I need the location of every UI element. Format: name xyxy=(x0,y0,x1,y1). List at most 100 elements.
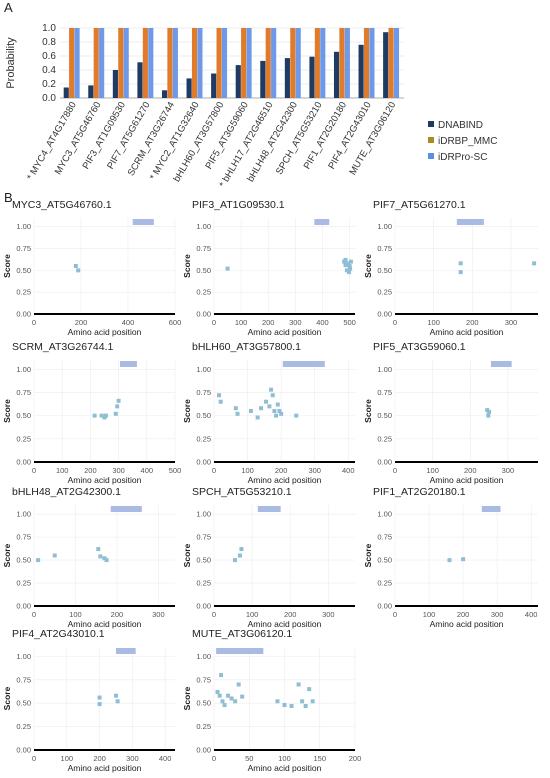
score-point xyxy=(215,689,220,694)
y-tick-label: 1.00 xyxy=(16,365,31,374)
legend-swatch xyxy=(428,137,434,143)
score-point xyxy=(269,387,274,392)
score-plot: PIF1_AT2G20180.1 0 100 200 300 400 0.00 0.25 0.5… xyxy=(363,486,538,629)
legend-swatch xyxy=(428,153,434,159)
bar xyxy=(63,87,69,98)
score-point xyxy=(97,695,102,700)
bar xyxy=(172,28,178,98)
score-point xyxy=(277,409,282,413)
score-point xyxy=(487,409,492,414)
y-tick-label: 0.75 xyxy=(196,533,211,542)
bar xyxy=(142,28,148,98)
y-tick-label: 0.50 xyxy=(16,266,31,275)
score-plot: bHLH48_AT2G42300.1 0 100 200 300 0.00 0.25 0.50… xyxy=(2,486,175,629)
x-tick-label: 300 xyxy=(505,318,518,327)
bhlh-domain-bar xyxy=(110,506,142,512)
x-tick-label: 150 xyxy=(313,754,326,763)
y-axis-title: Score xyxy=(2,399,12,423)
x-tick-label: 100 xyxy=(246,610,259,619)
bar xyxy=(246,28,252,98)
x-axis-title: Amino acid position xyxy=(430,327,504,337)
score-point xyxy=(225,266,230,271)
plot-title: PIF3_AT1G09530.1 xyxy=(192,199,285,211)
y-tick-label: 0.75 xyxy=(196,388,211,397)
score-point xyxy=(259,406,263,411)
x-tick-label: 100 xyxy=(427,318,440,327)
y-tick-label: 1.00 xyxy=(377,222,392,231)
x-tick-label: 400 xyxy=(159,754,172,763)
score-plot: SPCH_AT5G53210.1 0 100 200 300 0.00 0.25 0.50 0.… xyxy=(182,486,355,629)
score-point xyxy=(219,673,224,678)
score-point xyxy=(218,399,223,404)
x-axis-title: Amino acid position xyxy=(430,475,504,485)
x-tick-label: 400 xyxy=(525,610,538,619)
score-point xyxy=(346,261,351,266)
y-tick-label: 0.25 xyxy=(196,434,211,443)
score-point xyxy=(229,696,234,701)
score-point xyxy=(92,413,97,418)
score-point xyxy=(458,261,463,266)
bhlh-domain-bar xyxy=(132,219,154,225)
bar xyxy=(216,28,222,98)
bar xyxy=(69,28,75,98)
bar xyxy=(363,28,370,98)
y-tick-label: 0.2 xyxy=(42,79,56,90)
bhlh-domain-bar xyxy=(115,648,136,654)
score-point xyxy=(236,682,241,687)
y-tick-label: 0.00 xyxy=(16,746,31,755)
x-tick-label: 0 xyxy=(212,466,216,475)
score-point xyxy=(96,547,101,552)
x-tick-label: 200 xyxy=(349,754,362,763)
y-axis-title: Score xyxy=(182,254,192,278)
x-tick-label: 200 xyxy=(84,466,97,475)
bhlh-domain-bar xyxy=(314,219,330,225)
y-tick-label: 0.00 xyxy=(196,458,211,467)
x-tick-label: 100 xyxy=(278,754,291,763)
x-tick-label: 200 xyxy=(466,318,479,327)
x-tick-label: 400 xyxy=(141,466,154,475)
y-tick-label: 0.50 xyxy=(16,556,31,565)
y-tick-label: 0.75 xyxy=(16,675,31,684)
legend-label: DNABIND xyxy=(438,120,483,131)
bhlh-domain-bar xyxy=(257,506,281,512)
bar xyxy=(221,28,228,98)
score-point xyxy=(104,558,109,563)
score-point xyxy=(348,266,353,271)
score-point xyxy=(458,270,463,275)
y-tick-label: 0.00 xyxy=(16,458,31,467)
score-plot: PIF5_AT3G59060.1 0 100 200 300 0.00 0.25 0.50 0.… xyxy=(363,341,538,485)
bar xyxy=(137,62,143,98)
bar xyxy=(167,28,173,98)
y-axis-title: Score xyxy=(363,543,373,567)
score-point xyxy=(233,406,238,411)
x-tick-label: 200 xyxy=(457,610,470,619)
x-tick-label: 200 xyxy=(262,318,275,327)
x-tick-label: 100 xyxy=(423,610,436,619)
bar xyxy=(383,32,389,99)
y-tick-label: 1.0 xyxy=(42,23,56,34)
x-tick-label: 400 xyxy=(342,466,355,475)
x-tick-label: 600 xyxy=(169,318,182,327)
y-axis-title: Score xyxy=(363,254,373,278)
score-point xyxy=(115,404,120,409)
y-axis-title: Score xyxy=(182,543,192,567)
x-tick-label: 50 xyxy=(245,754,253,763)
score-point xyxy=(275,402,280,407)
score-point xyxy=(274,413,279,418)
x-tick-label: 0 xyxy=(32,754,36,763)
y-tick-label: 0.00 xyxy=(377,458,392,467)
score-point xyxy=(343,263,348,268)
x-axis-title: Amino acid position xyxy=(68,763,142,773)
x-tick-label: 300 xyxy=(322,610,335,619)
bar xyxy=(358,44,364,98)
score-plot: PIF3_AT1G09530.1 0 100 200 300 400 500 0.00 0.25… xyxy=(182,199,356,337)
plot-title: bHLH48_AT2G42300.1 xyxy=(12,486,121,498)
bar xyxy=(88,85,94,98)
bar xyxy=(333,51,340,98)
score-point xyxy=(296,682,301,687)
score-point xyxy=(294,413,299,418)
y-tick-label: 1.00 xyxy=(377,510,392,519)
score-point xyxy=(343,257,348,262)
score-point xyxy=(232,558,237,563)
x-tick-label: 300 xyxy=(289,318,302,327)
